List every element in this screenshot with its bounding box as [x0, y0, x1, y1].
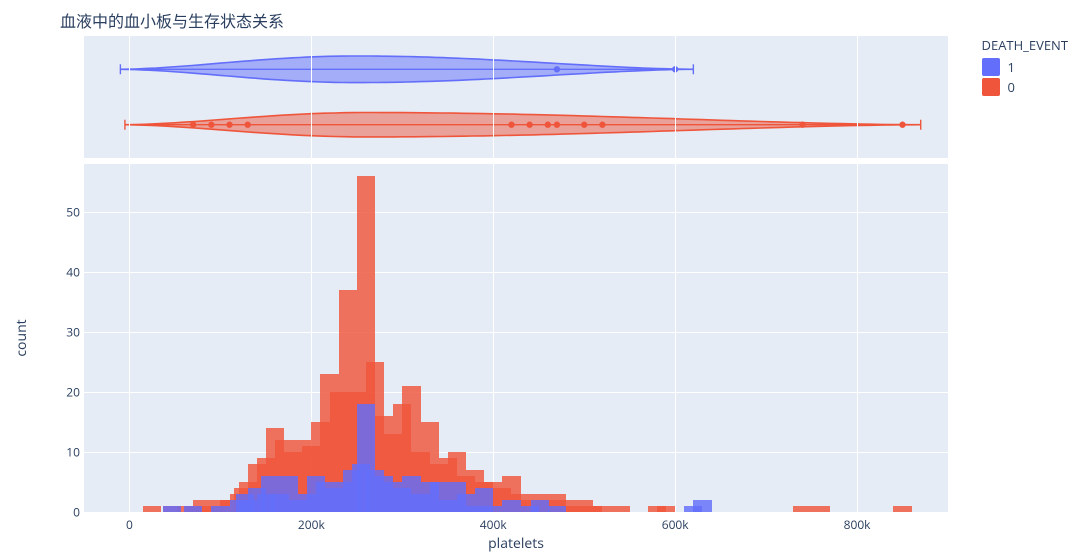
hist-bar-1 [502, 500, 520, 512]
histogram-panel[interactable] [84, 164, 948, 512]
hist-bar-0 [657, 506, 675, 512]
x-tick-label: 800k [844, 516, 871, 533]
violin-outlier-0 [190, 122, 196, 128]
y-tick-label: 0 [50, 504, 80, 521]
legend-item-0[interactable]: 0 [982, 78, 1068, 96]
y-tick-label: 10 [50, 444, 80, 461]
y-tick-label: 20 [50, 384, 80, 401]
violin-outlier-0 [599, 122, 605, 128]
hist-bar-1 [548, 506, 566, 512]
y-tick-label: 40 [50, 264, 80, 281]
hist-bar-0 [593, 506, 611, 512]
hist-bar-0 [143, 506, 161, 512]
violin-outlier-0 [899, 122, 905, 128]
violin-panel[interactable] [84, 36, 948, 158]
x-axis-label: platelets [84, 534, 948, 553]
violin-outlier-0 [526, 122, 532, 128]
hist-bar-1 [484, 506, 502, 512]
violin-outlier-0 [208, 122, 214, 128]
violin-outlier-0 [581, 122, 587, 128]
x-tick-label: 200k [298, 516, 325, 533]
hist-bar-1 [531, 500, 549, 512]
violin-outlier-0 [245, 122, 251, 128]
hist-bar-1 [693, 500, 711, 512]
violin-outlier-0 [508, 122, 514, 128]
hist-bar-1 [211, 506, 229, 512]
x-tick-label: 400k [480, 516, 507, 533]
legend-title: DEATH_EVENT [982, 36, 1068, 54]
chart-container: 血液中的血小板与生存状态关系 DEATH_EVENT 1 0 0 200k 400k… [0, 0, 1080, 555]
legend-item-1[interactable]: 1 [982, 58, 1068, 76]
legend-swatch-0 [982, 78, 1000, 96]
hist-bar-0 [793, 506, 811, 512]
y-tick-label: 50 [50, 204, 80, 221]
hist-bar-0 [812, 506, 830, 512]
legend-swatch-1 [982, 58, 1000, 76]
legend-label-1: 1 [1008, 58, 1015, 76]
y-axis-label: count [12, 319, 31, 356]
violin-outlier-0 [799, 122, 805, 128]
violin-outlier-1 [554, 66, 560, 72]
legend: DEATH_EVENT 1 0 [982, 36, 1068, 98]
violin-outlier-0 [554, 122, 560, 128]
violin-outlier-0 [545, 122, 551, 128]
histogram-bars [84, 164, 948, 512]
hist-bar-1 [184, 506, 202, 512]
hist-bar-1 [163, 506, 181, 512]
chart-title: 血液中的血小板与生存状态关系 [60, 8, 284, 32]
y-tick-label: 30 [50, 324, 80, 341]
x-tick-label: 600k [662, 516, 689, 533]
hist-bar-0 [611, 506, 629, 512]
legend-label-0: 0 [1008, 78, 1015, 96]
violin-outlier-0 [226, 122, 232, 128]
hist-bar-0 [893, 506, 911, 512]
x-tick-label: 0 [126, 516, 133, 533]
violin-plot [84, 36, 948, 158]
